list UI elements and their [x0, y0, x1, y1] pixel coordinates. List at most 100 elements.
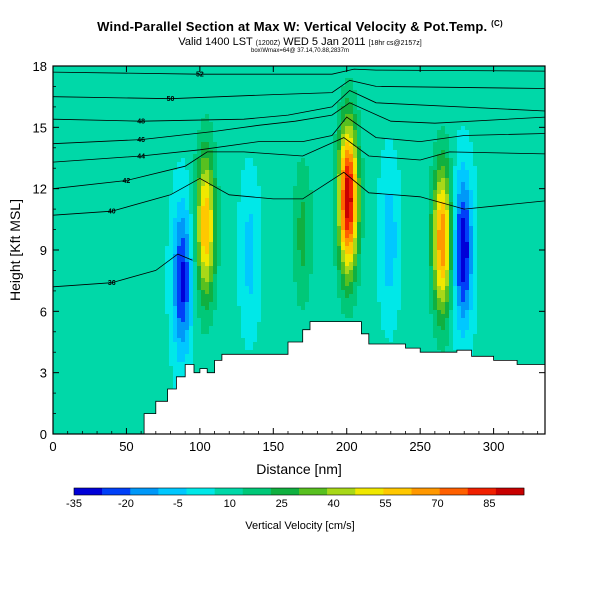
velocity-cell [533, 190, 538, 195]
velocity-cell [309, 218, 314, 223]
velocity-cell [93, 74, 98, 79]
velocity-cell [121, 186, 126, 191]
velocity-cell [405, 198, 410, 203]
velocity-cell [473, 174, 478, 179]
velocity-cell [109, 82, 114, 87]
velocity-cell [393, 114, 398, 119]
velocity-cell [169, 154, 174, 159]
velocity-cell [121, 202, 126, 207]
velocity-cell [149, 218, 154, 223]
velocity-cell [277, 202, 282, 207]
velocity-cell [425, 66, 430, 71]
velocity-cell [377, 218, 382, 223]
velocity-cell [201, 86, 206, 91]
velocity-cell [221, 82, 226, 87]
velocity-cell [409, 66, 414, 71]
velocity-cell [149, 162, 154, 167]
velocity-cell [65, 114, 70, 119]
velocity-cell [369, 170, 374, 175]
velocity-cell [313, 134, 318, 139]
velocity-cell [453, 86, 458, 91]
velocity-cell [437, 178, 442, 183]
velocity-cell [153, 70, 158, 75]
velocity-cell [145, 138, 150, 143]
velocity-cell [89, 186, 94, 191]
velocity-cell [301, 150, 306, 155]
velocity-cell [297, 82, 302, 87]
velocity-cell [129, 150, 134, 155]
velocity-cell [253, 106, 258, 111]
velocity-cell [349, 110, 354, 115]
velocity-cell [197, 222, 202, 227]
velocity-cell [425, 126, 430, 131]
velocity-cell [301, 146, 306, 151]
velocity-cell [301, 82, 306, 87]
velocity-cell [421, 162, 426, 167]
velocity-cell [285, 190, 290, 195]
velocity-cell [433, 82, 438, 87]
velocity-cell [293, 82, 298, 87]
velocity-cell [537, 194, 542, 199]
velocity-cell [529, 202, 534, 207]
velocity-cell [153, 210, 158, 215]
velocity-cell [505, 186, 510, 191]
velocity-cell [333, 210, 338, 215]
velocity-cell [485, 150, 490, 155]
velocity-cell [513, 90, 518, 95]
velocity-cell [393, 110, 398, 115]
velocity-cell [413, 146, 418, 151]
velocity-cell [249, 86, 254, 91]
velocity-cell [469, 86, 474, 91]
velocity-cell [241, 206, 246, 211]
velocity-cell [389, 110, 394, 115]
velocity-cell [393, 190, 398, 195]
velocity-cell [413, 182, 418, 187]
velocity-cell [281, 130, 286, 135]
velocity-cell [161, 214, 166, 219]
velocity-cell [417, 94, 422, 99]
velocity-cell [449, 134, 454, 139]
velocity-cell [105, 210, 110, 215]
velocity-cell [313, 66, 318, 71]
velocity-cell [73, 210, 78, 215]
velocity-cell [57, 150, 62, 155]
velocity-cell [253, 154, 258, 159]
velocity-cell [305, 186, 310, 191]
velocity-cell [81, 170, 86, 175]
velocity-cell [537, 130, 542, 135]
velocity-cell [441, 166, 446, 171]
velocity-cell [213, 94, 218, 99]
velocity-cell [417, 126, 422, 131]
velocity-cell [369, 90, 374, 95]
velocity-cell [185, 78, 190, 83]
velocity-cell [221, 190, 226, 195]
velocity-cell [361, 106, 366, 111]
velocity-cell [345, 218, 350, 223]
velocity-cell [309, 170, 314, 175]
velocity-cell [389, 106, 394, 111]
velocity-cell [485, 166, 490, 171]
velocity-cell [233, 214, 238, 219]
velocity-cell [329, 218, 334, 223]
velocity-cell [85, 166, 90, 171]
velocity-cell [121, 210, 126, 215]
velocity-cell [433, 114, 438, 119]
velocity-cell [393, 94, 398, 99]
velocity-cell [261, 114, 266, 119]
velocity-cell [381, 78, 386, 83]
velocity-cell [341, 102, 346, 107]
velocity-cell [305, 218, 310, 223]
velocity-cell [325, 90, 330, 95]
velocity-cell [453, 134, 458, 139]
velocity-cell [189, 142, 194, 147]
velocity-cell [473, 86, 478, 91]
velocity-cell [293, 186, 298, 191]
velocity-cell [73, 106, 78, 111]
velocity-cell [433, 138, 438, 143]
velocity-cell [513, 178, 518, 183]
velocity-cell [101, 206, 106, 211]
velocity-cell [229, 86, 234, 91]
velocity-cell [337, 114, 342, 119]
velocity-cell [481, 194, 486, 199]
velocity-cell [125, 114, 130, 119]
